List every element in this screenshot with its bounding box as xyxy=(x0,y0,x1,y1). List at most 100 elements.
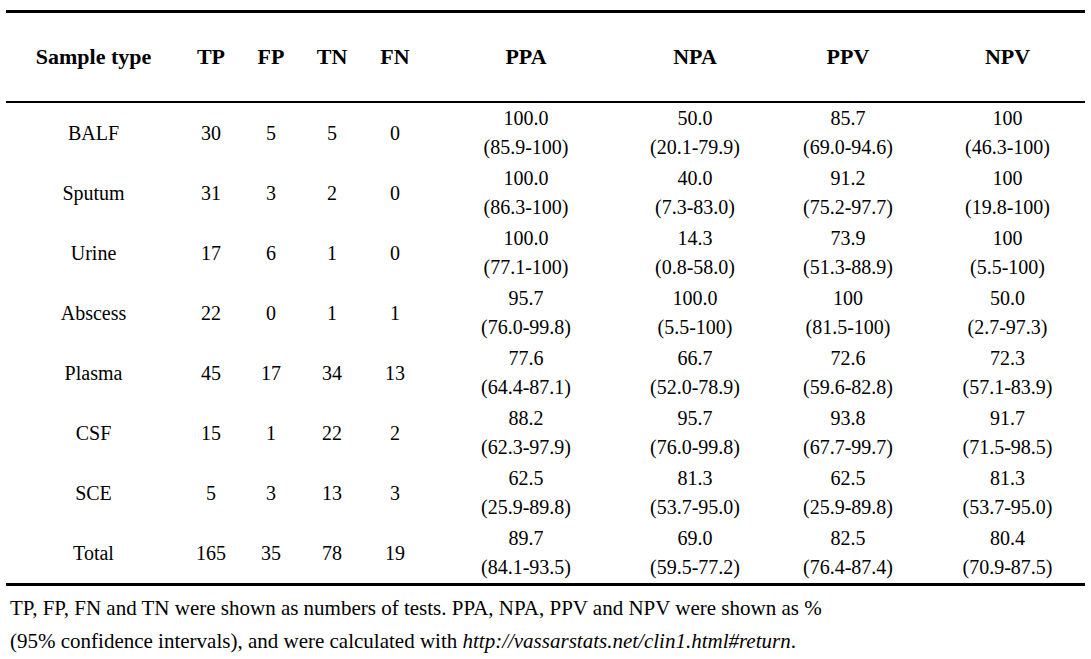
npv-confidence-interval: (70.9-87.5) xyxy=(931,553,1084,582)
sample-type-cell: Sputum xyxy=(6,182,181,205)
col-header-fn: FN xyxy=(363,44,427,70)
footnote-line-2-text: (95% confidence intervals), and were cal… xyxy=(10,629,462,653)
ppa-cell: 89.7 (84.1-93.5) xyxy=(427,524,625,582)
table-row: SCE 5 3 13 3 62.5 (25.9-89.8) 81.3 (53.7… xyxy=(6,463,1085,523)
ppv-cell: 72.6 (59.6-82.8) xyxy=(765,344,931,402)
tn-cell: 34 xyxy=(301,362,363,385)
footnote-line-2-period: . xyxy=(791,629,796,653)
npa-confidence-interval: (59.5-77.2) xyxy=(625,553,765,582)
npv-cell: 100 (5.5-100) xyxy=(931,224,1084,282)
npv-confidence-interval: (53.7-95.0) xyxy=(931,493,1084,522)
sample-type-cell: BALF xyxy=(6,122,181,145)
ppa-cell: 95.7 (76.0-99.8) xyxy=(427,284,625,342)
npv-value: 50.0 xyxy=(931,284,1084,313)
tn-cell: 13 xyxy=(301,482,363,505)
ppv-cell: 82.5 (76.4-87.4) xyxy=(765,524,931,582)
npa-cell: 66.7 (52.0-78.9) xyxy=(625,344,765,402)
npv-value: 80.4 xyxy=(931,524,1084,553)
npv-value: 81.3 xyxy=(931,464,1084,493)
ppa-confidence-interval: (86.3-100) xyxy=(427,193,625,222)
col-header-npv: NPV xyxy=(931,44,1084,70)
sample-type-cell: Urine xyxy=(6,242,181,265)
ppv-value: 85.7 xyxy=(765,104,931,133)
tn-cell: 22 xyxy=(301,422,363,445)
npv-confidence-interval: (2.7-97.3) xyxy=(931,313,1084,342)
ppa-confidence-interval: (62.3-97.9) xyxy=(427,433,625,462)
npa-value: 40.0 xyxy=(625,164,765,193)
fn-cell: 2 xyxy=(363,422,427,445)
npv-confidence-interval: (71.5-98.5) xyxy=(931,433,1084,462)
ppa-value: 89.7 xyxy=(427,524,625,553)
ppv-value: 91.2 xyxy=(765,164,931,193)
col-header-npa: NPA xyxy=(625,44,765,70)
tp-cell: 31 xyxy=(181,182,241,205)
fp-cell: 0 xyxy=(241,302,301,325)
ppa-confidence-interval: (76.0-99.8) xyxy=(427,313,625,342)
npa-confidence-interval: (20.1-79.9) xyxy=(625,133,765,162)
npa-value: 14.3 xyxy=(625,224,765,253)
npa-value: 81.3 xyxy=(625,464,765,493)
fn-cell: 3 xyxy=(363,482,427,505)
table-body: BALF 30 5 5 0 100.0 (85.9-100) 50.0 (20.… xyxy=(6,103,1085,586)
fn-cell: 0 xyxy=(363,122,427,145)
tn-cell: 5 xyxy=(301,122,363,145)
fp-cell: 17 xyxy=(241,362,301,385)
npv-cell: 72.3 (57.1-83.9) xyxy=(931,344,1084,402)
ppv-confidence-interval: (51.3-88.9) xyxy=(765,253,931,282)
fp-cell: 35 xyxy=(241,542,301,565)
ppa-confidence-interval: (77.1-100) xyxy=(427,253,625,282)
ppa-confidence-interval: (84.1-93.5) xyxy=(427,553,625,582)
npa-value: 66.7 xyxy=(625,344,765,373)
ppa-value: 100.0 xyxy=(427,104,625,133)
fp-cell: 6 xyxy=(241,242,301,265)
tn-cell: 1 xyxy=(301,302,363,325)
npa-confidence-interval: (53.7-95.0) xyxy=(625,493,765,522)
npa-cell: 81.3 (53.7-95.0) xyxy=(625,464,765,522)
paper-table-page: Sample type TP FP TN FN PPA NPA PPV NPV … xyxy=(0,0,1091,658)
npv-value: 100 xyxy=(931,224,1084,253)
npv-confidence-interval: (46.3-100) xyxy=(931,133,1084,162)
fp-cell: 5 xyxy=(241,122,301,145)
ppv-cell: 91.2 (75.2-97.7) xyxy=(765,164,931,222)
fn-cell: 1 xyxy=(363,302,427,325)
npa-cell: 69.0 (59.5-77.2) xyxy=(625,524,765,582)
tn-cell: 78 xyxy=(301,542,363,565)
sample-type-cell: Plasma xyxy=(6,362,181,385)
footnote-line-2: (95% confidence intervals), and were cal… xyxy=(10,625,1081,658)
tp-cell: 5 xyxy=(181,482,241,505)
col-header-ppa: PPA xyxy=(427,44,625,70)
npa-confidence-interval: (0.8-58.0) xyxy=(625,253,765,282)
ppv-confidence-interval: (67.7-99.7) xyxy=(765,433,931,462)
ppv-confidence-interval: (76.4-87.4) xyxy=(765,553,931,582)
tp-cell: 30 xyxy=(181,122,241,145)
col-header-fp: FP xyxy=(241,44,301,70)
npv-value: 100 xyxy=(931,104,1084,133)
footnote-url: http://vassarstats.net/clin1.html#return xyxy=(462,629,790,653)
fn-cell: 0 xyxy=(363,182,427,205)
ppv-cell: 62.5 (25.9-89.8) xyxy=(765,464,931,522)
npa-confidence-interval: (7.3-83.0) xyxy=(625,193,765,222)
fn-cell: 19 xyxy=(363,542,427,565)
npv-cell: 100 (46.3-100) xyxy=(931,104,1084,162)
ppv-cell: 100 (81.5-100) xyxy=(765,284,931,342)
ppv-value: 72.6 xyxy=(765,344,931,373)
fn-cell: 0 xyxy=(363,242,427,265)
ppv-confidence-interval: (25.9-89.8) xyxy=(765,493,931,522)
sample-type-cell: CSF xyxy=(6,422,181,445)
npa-value: 100.0 xyxy=(625,284,765,313)
table-footnote: TP, FP, FN and TN were shown as numbers … xyxy=(0,586,1091,658)
npa-value: 69.0 xyxy=(625,524,765,553)
fp-cell: 3 xyxy=(241,182,301,205)
ppa-confidence-interval: (64.4-87.1) xyxy=(427,373,625,402)
npv-confidence-interval: (19.8-100) xyxy=(931,193,1084,222)
tn-cell: 2 xyxy=(301,182,363,205)
ppv-cell: 73.9 (51.3-88.9) xyxy=(765,224,931,282)
table-row: Urine 17 6 1 0 100.0 (77.1-100) 14.3 (0.… xyxy=(6,223,1085,283)
fp-cell: 3 xyxy=(241,482,301,505)
ppv-confidence-interval: (69.0-94.6) xyxy=(765,133,931,162)
ppa-value: 88.2 xyxy=(427,404,625,433)
npv-confidence-interval: (57.1-83.9) xyxy=(931,373,1084,402)
npa-confidence-interval: (76.0-99.8) xyxy=(625,433,765,462)
ppa-value: 95.7 xyxy=(427,284,625,313)
ppv-value: 62.5 xyxy=(765,464,931,493)
